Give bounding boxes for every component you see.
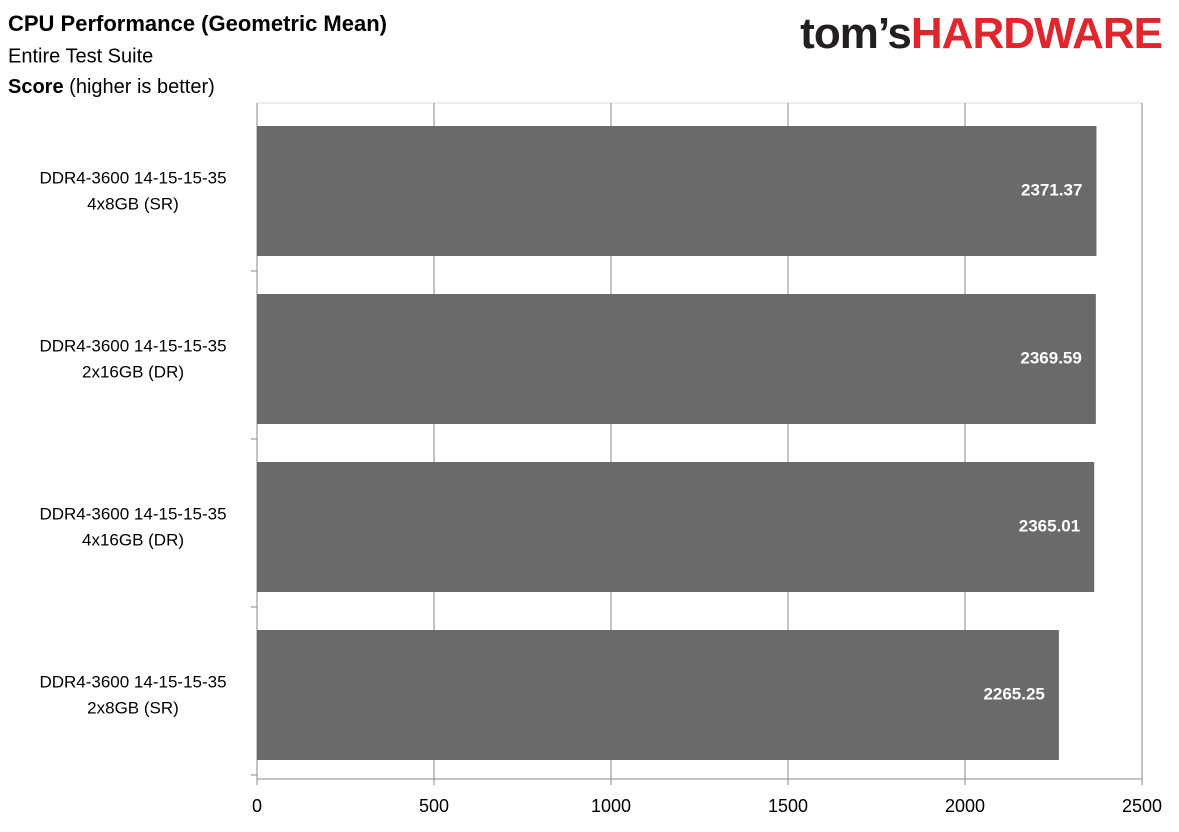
y-tick-label: DDR4-3600 14-15-15-35 [39,672,226,691]
bar [257,126,1097,256]
x-tick-label: 0 [252,796,262,816]
x-tick-label: 2500 [1122,796,1162,816]
x-tick-label: 1000 [591,796,631,816]
bar [257,630,1059,760]
axis-label-bold: Score [8,76,64,98]
value-label: 2369.59 [1020,348,1081,367]
chart-subtitle: Entire Test Suite [8,45,153,67]
y-tick-label: DDR4-3600 14-15-15-35 [39,168,226,187]
logo-hardware: HARDWARE [911,9,1162,58]
value-label: 2371.37 [1021,180,1082,199]
bar [257,294,1096,424]
x-tick-label: 1500 [768,796,808,816]
x-tick-label: 2000 [945,796,985,816]
y-tick-label: DDR4-3600 14-15-15-35 [39,504,226,523]
y-tick-label: 4x16GB (DR) [82,530,184,549]
value-label: 2265.25 [983,684,1044,703]
value-label: 2365.01 [1019,516,1080,535]
chart-title: CPU Performance (Geometric Mean) [8,11,387,36]
axis-label-rest: (higher is better) [69,76,215,98]
y-tick-label: DDR4-3600 14-15-15-35 [39,336,226,355]
logo-toms: tom’s [800,9,911,58]
bar [257,462,1095,592]
y-tick-label: 2x16GB (DR) [82,362,184,381]
y-tick-label: 4x8GB (SR) [87,194,179,213]
y-tick-label: 2x8GB (SR) [87,698,179,717]
axis-label: Score (higher is better) [8,76,215,98]
x-tick-label: 500 [419,796,449,816]
logo: tom’sHARDWARE [800,9,1162,58]
